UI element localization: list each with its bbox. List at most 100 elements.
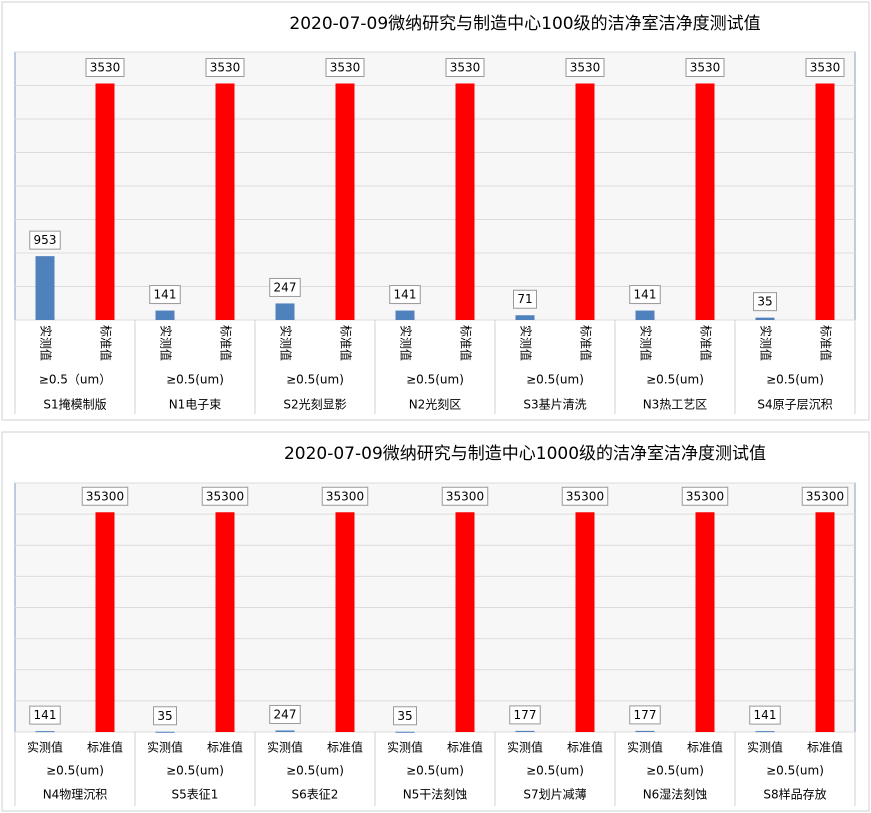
category-label: N3热工艺区	[643, 398, 708, 412]
value-label-box	[201, 486, 249, 506]
value-label: 141	[634, 288, 657, 302]
bar	[335, 83, 355, 321]
value-label-box	[325, 57, 365, 77]
value-label: 141	[754, 708, 777, 722]
bar	[215, 512, 235, 732]
bar-label: 标准值	[219, 325, 234, 361]
category-label: N1电子束	[169, 398, 222, 412]
value-label-box	[565, 57, 605, 77]
bar	[695, 512, 715, 732]
value-label: 177	[514, 708, 537, 722]
value-label-box	[749, 705, 781, 725]
bar	[35, 256, 55, 320]
value-label: 35300	[326, 489, 364, 503]
group-label: ≥0.5(um)	[166, 373, 224, 387]
value-label-box	[85, 57, 125, 77]
value-label: 141	[34, 708, 57, 722]
bar-label: 标准值	[567, 740, 603, 755]
bar-label: 标准值	[339, 325, 354, 361]
bar-label: 标准值	[447, 740, 483, 755]
value-label: 35300	[566, 489, 604, 503]
chart-title: 2020-07-09微纳研究与制造中心1000级的洁净室洁净度测试值	[284, 444, 766, 464]
value-label: 177	[634, 708, 657, 722]
group-label: ≥0.5(um)	[526, 373, 584, 387]
value-label-box	[513, 289, 537, 309]
bar	[275, 730, 295, 732]
group-label: ≥0.5(um)	[406, 764, 464, 778]
value-label-box	[509, 705, 541, 725]
bar-label: 实测值	[507, 740, 543, 755]
value-label: 3530	[810, 60, 841, 74]
group-label: ≥0.5(um)	[166, 764, 224, 778]
value-label: 35300	[86, 489, 124, 503]
value-label-box	[153, 706, 177, 726]
chart: 2020-07-09微纳研究与制造中心1000级的洁净室洁净度测试值 141 实测值…	[14, 444, 856, 806]
bar	[95, 83, 115, 321]
value-label-box	[81, 486, 129, 506]
bar-label: 标准值	[459, 325, 474, 361]
bar	[815, 83, 835, 321]
value-label-box	[393, 706, 417, 726]
value-label: 3530	[570, 60, 601, 74]
category-label: S4原子层沉积	[757, 398, 832, 412]
value-label: 3530	[450, 60, 481, 74]
bar-label: 标准值	[807, 740, 843, 755]
value-label-box	[269, 704, 301, 724]
bar-label: 实测值	[279, 325, 294, 361]
value-label-box	[629, 705, 661, 725]
bar	[755, 317, 775, 320]
value-label-box	[441, 486, 489, 506]
value-label-box	[753, 292, 777, 312]
value-label-box	[389, 285, 421, 305]
bar	[575, 512, 595, 732]
value-label-box	[681, 486, 729, 506]
bar-label: 实测值	[387, 740, 423, 755]
category-label: N6湿法刻蚀	[643, 787, 708, 802]
bar-label: 实测值	[747, 740, 783, 755]
value-label: 3530	[690, 60, 721, 74]
bar	[395, 731, 415, 733]
group-label: ≥0.5(um)	[646, 764, 704, 778]
group-label: ≥0.5(um)	[526, 764, 584, 778]
category-label: S6表征2	[292, 788, 339, 802]
bar	[635, 730, 655, 732]
group-label: ≥0.5(um)	[766, 764, 824, 778]
value-label: 247	[274, 280, 297, 294]
bar-label: 标准值	[207, 740, 243, 755]
value-label: 35300	[206, 489, 244, 503]
chart: 2020-07-09微纳研究与制造中心100级的洁净室洁净度测试值 953 实测值 3…	[14, 14, 856, 414]
value-label: 35300	[446, 489, 484, 503]
value-label: 35300	[806, 489, 844, 503]
bar-label: 实测值	[159, 325, 174, 361]
bar	[35, 731, 55, 733]
bar	[515, 730, 535, 732]
bar-label: 实测值	[147, 740, 183, 755]
value-label: 35	[397, 709, 412, 723]
bar-label: 实测值	[27, 740, 63, 755]
bar	[455, 83, 475, 321]
value-label-box	[321, 486, 369, 506]
value-label-box	[805, 57, 845, 77]
value-label: 35	[757, 295, 772, 309]
value-label-box	[29, 705, 61, 725]
bar-label: 实测值	[759, 325, 774, 361]
value-label: 35	[157, 709, 172, 723]
value-label-box	[205, 57, 245, 77]
bar	[455, 512, 475, 732]
bar-label: 实测值	[399, 325, 414, 361]
group-label: ≥0.5(um)	[766, 373, 824, 387]
category-label: S8样品存放	[763, 787, 826, 802]
value-label-box	[149, 285, 181, 305]
bar-label: 标准值	[327, 740, 363, 755]
bar-label: 标准值	[99, 325, 114, 361]
bar	[95, 512, 115, 732]
value-label: 141	[154, 288, 177, 302]
category-label: S5表征1	[172, 788, 219, 802]
group-label: ≥0.5(um)	[286, 373, 344, 387]
value-label: 35300	[686, 489, 724, 503]
value-label-box	[561, 486, 609, 506]
group-label: ≥0.5（um）	[39, 373, 111, 387]
bar-label: 实测值	[639, 325, 654, 361]
bar	[335, 512, 355, 732]
